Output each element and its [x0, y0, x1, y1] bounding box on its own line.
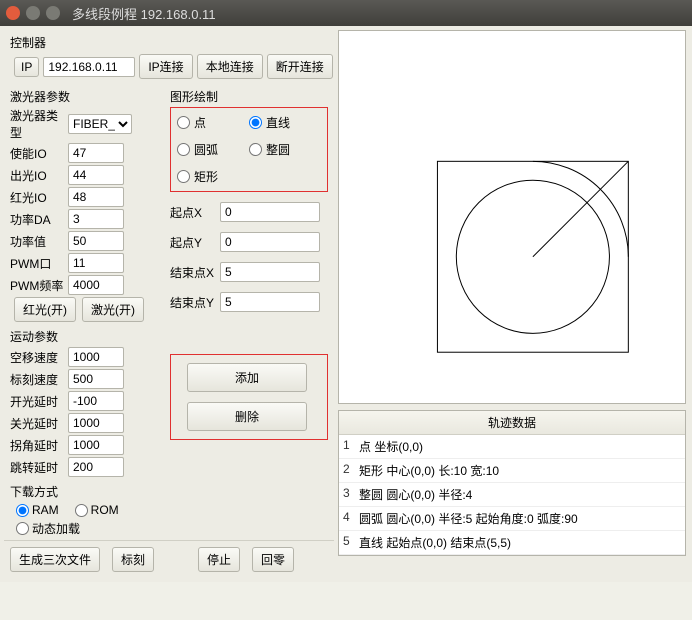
red-light-button[interactable]: 红光(开): [14, 297, 76, 322]
download-ram-radio[interactable]: RAM: [16, 503, 59, 517]
track-row-index: 4: [343, 510, 359, 527]
track-row-text: 整圆 圆心(0,0) 半径:4: [359, 486, 472, 503]
empty-speed-label: 空移速度: [10, 349, 68, 366]
end-y-input[interactable]: [220, 292, 320, 312]
motion-params-label: 运动参数: [10, 328, 164, 345]
end-x-label: 结束点X: [170, 264, 220, 281]
start-y-input[interactable]: [220, 232, 320, 252]
out-io-input[interactable]: [68, 165, 124, 185]
track-row-index: 5: [343, 534, 359, 551]
power-val-label: 功率值: [10, 233, 68, 250]
gen-file-button[interactable]: 生成三次文件: [10, 547, 100, 572]
add-delete-box: 添加 删除: [170, 354, 328, 440]
on-delay-input[interactable]: [68, 391, 124, 411]
shape-select-box: 点 直线 圆弧 整圆 矩形: [170, 107, 328, 192]
empty-speed-input[interactable]: [68, 347, 124, 367]
track-row-text: 圆弧 圆心(0,0) 半径:5 起始角度:0 弧度:90: [359, 510, 578, 527]
off-delay-input[interactable]: [68, 413, 124, 433]
mark-speed-label: 标刻速度: [10, 371, 68, 388]
enable-io-label: 使能IO: [10, 145, 68, 162]
track-row-text: 矩形 中心(0,0) 长:10 宽:10: [359, 462, 499, 479]
track-row-index: 2: [343, 462, 359, 479]
track-data-panel: 轨迹数据 1点 坐标(0,0)2矩形 中心(0,0) 长:10 宽:103整圆 …: [338, 410, 686, 556]
ip-connect-button[interactable]: IP连接: [139, 54, 192, 79]
pwm-freq-input[interactable]: [68, 275, 124, 295]
disconnect-button[interactable]: 断开连接: [267, 54, 333, 79]
shape-line-radio[interactable]: 直线: [249, 114, 321, 131]
off-delay-label: 关光延时: [10, 415, 68, 432]
jump-delay-label: 跳转延时: [10, 459, 68, 476]
laser-params-label: 激光器参数: [10, 88, 164, 105]
start-x-label: 起点X: [170, 204, 220, 221]
out-io-label: 出光IO: [10, 167, 68, 184]
pwm-freq-label: PWM频率: [10, 277, 68, 294]
power-val-input[interactable]: [68, 231, 124, 251]
track-row[interactable]: 5直线 起始点(0,0) 结束点(5,5): [339, 531, 685, 555]
track-row-index: 1: [343, 438, 359, 455]
window-minimize-icon[interactable]: [26, 6, 40, 20]
canvas-view: [338, 30, 686, 404]
delete-button[interactable]: 删除: [187, 402, 307, 431]
pwm-port-label: PWM口: [10, 255, 68, 272]
track-header: 轨迹数据: [339, 411, 685, 435]
download-label: 下载方式: [10, 483, 164, 500]
power-da-label: 功率DA: [10, 211, 68, 228]
track-row-index: 3: [343, 486, 359, 503]
corner-delay-label: 拐角延时: [10, 437, 68, 454]
laser-type-select[interactable]: FIBER_: [68, 114, 132, 134]
red-io-input[interactable]: [68, 187, 124, 207]
controller-label: 控制器: [10, 34, 334, 51]
stop-button[interactable]: 停止: [198, 547, 240, 572]
laser-on-button[interactable]: 激光(开): [82, 297, 144, 322]
ip-label-button: IP: [14, 57, 39, 77]
canvas-svg: [339, 31, 685, 403]
add-button[interactable]: 添加: [187, 363, 307, 392]
end-x-input[interactable]: [220, 262, 320, 282]
ip-input[interactable]: [43, 57, 135, 77]
window-maximize-icon[interactable]: [46, 6, 60, 20]
start-y-label: 起点Y: [170, 234, 220, 251]
track-list: 1点 坐标(0,0)2矩形 中心(0,0) 长:10 宽:103整圆 圆心(0,…: [339, 435, 685, 555]
track-row-text: 直线 起始点(0,0) 结束点(5,5): [359, 534, 511, 551]
pwm-port-input[interactable]: [68, 253, 124, 273]
end-y-label: 结束点Y: [170, 294, 220, 311]
track-row[interactable]: 2矩形 中心(0,0) 长:10 宽:10: [339, 459, 685, 483]
track-row[interactable]: 4圆弧 圆心(0,0) 半径:5 起始角度:0 弧度:90: [339, 507, 685, 531]
download-rom-radio[interactable]: ROM: [75, 503, 119, 517]
draw-label: 图形绘制: [170, 88, 334, 105]
window-titlebar: 多线段例程 192.168.0.11: [0, 0, 692, 26]
track-row[interactable]: 3整圆 圆心(0,0) 半径:4: [339, 483, 685, 507]
home-button[interactable]: 回零: [252, 547, 294, 572]
on-delay-label: 开光延时: [10, 393, 68, 410]
shape-arc-radio[interactable]: 圆弧: [177, 141, 249, 158]
track-row-text: 点 坐标(0,0): [359, 438, 423, 455]
shape-rect-radio[interactable]: 矩形: [177, 168, 249, 185]
download-dynamic-radio[interactable]: 动态加载: [16, 520, 80, 537]
power-da-input[interactable]: [68, 209, 124, 229]
jump-delay-input[interactable]: [68, 457, 124, 477]
shape-circle-radio[interactable]: 整圆: [249, 141, 321, 158]
mark-button[interactable]: 标刻: [112, 547, 154, 572]
window-close-icon[interactable]: [6, 6, 20, 20]
start-x-input[interactable]: [220, 202, 320, 222]
mark-speed-input[interactable]: [68, 369, 124, 389]
window-title: 多线段例程 192.168.0.11: [72, 4, 216, 23]
red-io-label: 红光IO: [10, 189, 68, 206]
corner-delay-input[interactable]: [68, 435, 124, 455]
shape-point-radio[interactable]: 点: [177, 114, 249, 131]
local-connect-button[interactable]: 本地连接: [197, 54, 263, 79]
enable-io-input[interactable]: [68, 143, 124, 163]
laser-type-label: 激光器类型: [10, 107, 68, 141]
track-row[interactable]: 1点 坐标(0,0): [339, 435, 685, 459]
